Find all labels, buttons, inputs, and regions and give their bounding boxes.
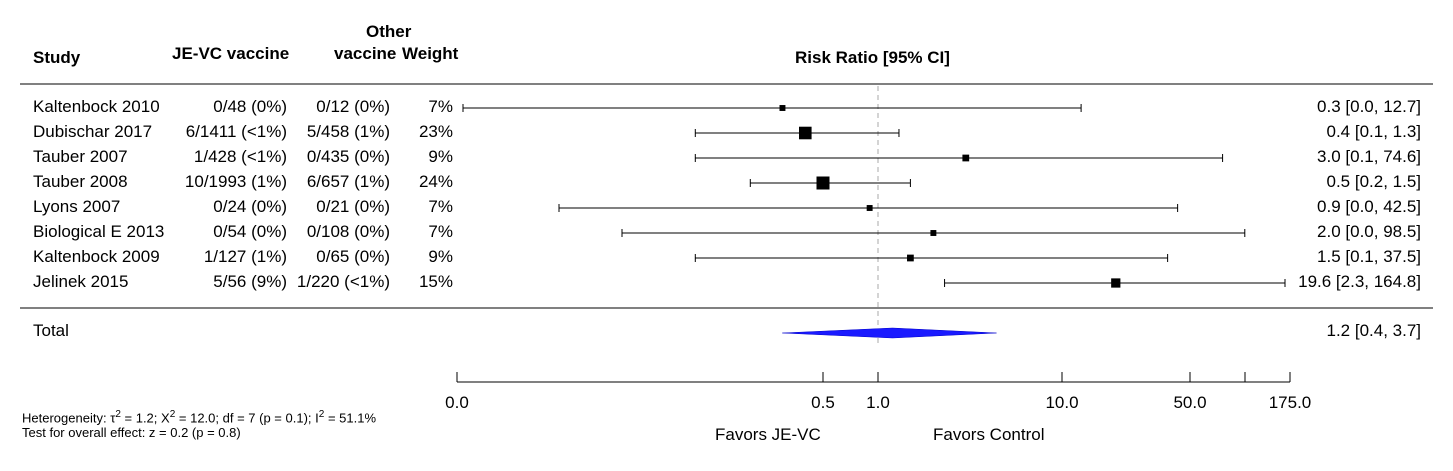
study-ci-label: 0.9 [0.0, 42.5] <box>1317 197 1421 216</box>
x-tick-label: 0.0 <box>445 393 469 412</box>
study-name: Dubischar 2017 <box>33 122 153 141</box>
weight-value: 7% <box>428 197 453 216</box>
i-symbol: I <box>315 410 319 426</box>
point-estimate <box>930 230 937 236</box>
weight-value: 9% <box>428 247 453 266</box>
je-vc-count: 0/48 (0%) <box>213 97 287 116</box>
x-tick-label: 175.0 <box>1268 393 1312 412</box>
weight-value: 7% <box>428 222 453 241</box>
point-estimate <box>779 105 786 111</box>
header-weight: Weight <box>402 44 459 63</box>
study-name: Tauber 2007 <box>33 147 128 166</box>
x-tick-label: 0.5 <box>811 393 835 412</box>
study-ci-label: 1.5 [0.1, 37.5] <box>1317 247 1421 266</box>
je-vc-count: 5/56 (9%) <box>213 272 287 291</box>
other-count: 1/220 (<1%) <box>296 272 390 291</box>
x-tick-label: 10.0 <box>1045 393 1079 412</box>
point-estimate <box>907 254 914 262</box>
study-name: Jelinek 2015 <box>33 272 129 291</box>
overall-effect-note: Test for overall effect: z = 0.2 (p = 0.… <box>22 425 241 440</box>
i-sup: 2 <box>318 409 325 420</box>
other-count: 0/12 (0%) <box>316 97 390 116</box>
weight-value: 7% <box>428 97 453 116</box>
header-other-line1: Other <box>366 22 412 41</box>
header-study: Study <box>33 48 81 67</box>
je-vc-count: 6/1411 (<1%) <box>185 122 287 141</box>
total-diamond <box>782 327 997 339</box>
favors-left-label: Favors JE-VC <box>715 425 821 444</box>
study-ci-label: 2.0 [0.0, 98.5] <box>1317 222 1421 241</box>
point-estimate <box>866 205 873 211</box>
study-name: Kaltenbock 2010 <box>33 97 160 116</box>
other-count: 0/65 (0%) <box>316 247 390 266</box>
x-tick-label: 1.0 <box>866 393 890 412</box>
point-estimate <box>816 176 830 190</box>
x-tick-label: 50.0 <box>1173 393 1207 412</box>
weight-value: 9% <box>428 147 453 166</box>
weight-value: 15% <box>418 272 453 291</box>
favors-right-label: Favors Control <box>933 425 1045 444</box>
je-vc-count: 0/54 (0%) <box>213 222 287 241</box>
study-name: Biological E 2013 <box>33 222 165 241</box>
je-vc-count: 1/127 (1%) <box>203 247 287 266</box>
header-other-line2: vaccine <box>334 44 397 63</box>
weight-value: 23% <box>418 122 453 141</box>
chi-sup: 2 <box>169 409 176 420</box>
heterogeneity-note: Heterogeneity: τ2 = 1.2; Χ2 = 12.0; df =… <box>22 409 376 425</box>
total-label: Total <box>33 321 69 340</box>
study-ci-label: 3.0 [0.1, 74.6] <box>1317 147 1421 166</box>
other-count: 0/108 (0%) <box>306 222 390 241</box>
study-ci-label: 0.5 [0.2, 1.5] <box>1326 172 1421 191</box>
je-vc-count: 10/1993 (1%) <box>184 172 287 191</box>
total-ci-label: 1.2 [0.4, 3.7] <box>1326 321 1421 340</box>
chi-value: = 12.0; df = 7 (p = 0.1); <box>178 410 312 426</box>
study-name: Tauber 2008 <box>33 172 128 191</box>
study-name: Lyons 2007 <box>33 197 121 216</box>
other-count: 0/21 (0%) <box>316 197 390 216</box>
tau-value: = 1.2; <box>124 410 158 426</box>
je-vc-count: 0/24 (0%) <box>213 197 287 216</box>
het-prefix: Heterogeneity: <box>22 410 107 426</box>
je-vc-count: 1/428 (<1%) <box>193 147 287 166</box>
study-name: Kaltenbock 2009 <box>33 247 160 266</box>
weight-value: 24% <box>418 172 453 191</box>
header-effect: Risk Ratio [95% CI] <box>795 48 950 67</box>
header-je-vc: JE-VC vaccine <box>172 44 290 63</box>
tau-sup: 2 <box>115 409 121 420</box>
study-ci-label: 0.4 [0.1, 1.3] <box>1326 122 1421 141</box>
study-ci-label: 19.6 [2.3, 164.8] <box>1298 272 1421 291</box>
other-count: 5/458 (1%) <box>306 122 390 141</box>
point-estimate <box>799 126 812 140</box>
point-estimate <box>1111 278 1121 288</box>
other-count: 0/435 (0%) <box>306 147 390 166</box>
study-ci-label: 0.3 [0.0, 12.7] <box>1317 97 1421 116</box>
i-value: = 51.1% <box>327 410 377 426</box>
chi-symbol: Χ <box>161 410 170 426</box>
other-count: 6/657 (1%) <box>306 172 390 191</box>
tau-symbol: τ <box>110 410 116 426</box>
point-estimate <box>962 154 970 162</box>
